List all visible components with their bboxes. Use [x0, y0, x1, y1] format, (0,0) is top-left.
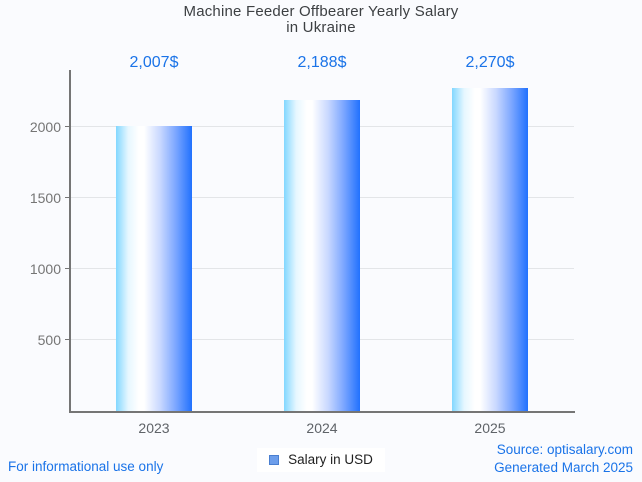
y-axis-label: 1500 — [29, 189, 61, 206]
generated-date: Generated March 2025 — [494, 460, 633, 475]
x-axis-line — [69, 411, 575, 413]
y-axis-label: 1000 — [29, 260, 61, 277]
bar-value-label: 2,188$ — [297, 54, 347, 71]
bar-2023 — [116, 125, 192, 411]
source-info: Source: optisalary.com Generated March 2… — [494, 441, 633, 477]
y-tick-mark — [65, 197, 70, 199]
bar-2024 — [284, 100, 360, 411]
bar-value-label: 2,007$ — [129, 54, 179, 71]
source-link[interactable]: Source: optisalary.com — [496, 442, 633, 457]
legend: Salary in USD — [0, 448, 642, 472]
legend-label: Salary in USD — [288, 452, 373, 467]
y-axis-line — [69, 70, 71, 412]
y-tick-mark — [65, 268, 70, 270]
y-axis-label: 2000 — [29, 118, 61, 135]
legend-box: Salary in USD — [257, 448, 385, 472]
x-axis-label: 2024 — [306, 420, 338, 436]
bar-2025 — [452, 88, 528, 411]
chart-title-line2: in Ukraine — [286, 19, 356, 36]
chart-title-line1: Machine Feeder Offbearer Yearly Salary — [183, 3, 459, 20]
bar-value-label: 2,270$ — [465, 54, 515, 71]
chart-title: Machine Feeder Offbearer Yearly Salary i… — [0, 4, 642, 36]
y-tick-mark — [65, 339, 70, 341]
disclaimer-text: For informational use only — [8, 459, 164, 474]
x-axis-label: 2023 — [138, 420, 170, 436]
legend-swatch — [269, 455, 280, 465]
y-axis-label: 500 — [37, 331, 61, 348]
y-tick-mark — [65, 126, 70, 128]
x-axis-label: 2025 — [474, 420, 506, 436]
